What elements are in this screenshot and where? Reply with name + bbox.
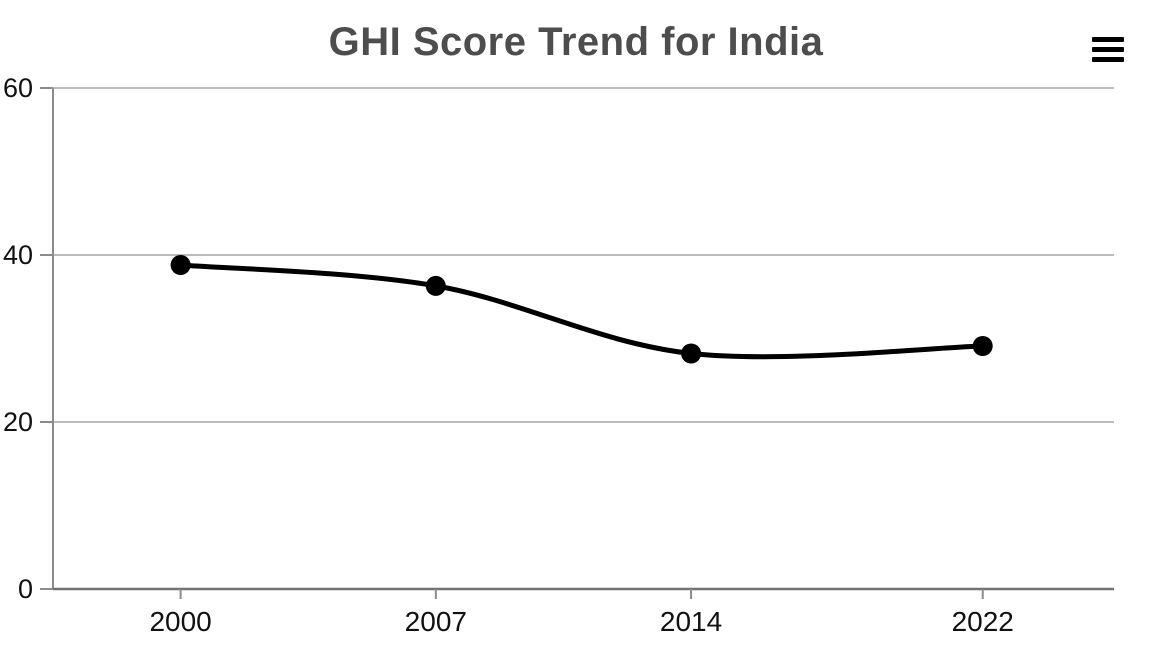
- x-tick-label: 2014: [660, 606, 722, 637]
- x-tick-label: 2000: [149, 606, 211, 637]
- data-point-marker[interactable]: [681, 343, 702, 364]
- y-tick-label: 20: [3, 407, 33, 437]
- data-point-marker[interactable]: [972, 336, 993, 356]
- data-point-marker[interactable]: [170, 255, 191, 275]
- y-tick-label: 40: [3, 240, 33, 270]
- hamburger-icon: [1092, 36, 1124, 62]
- data-point-marker[interactable]: [425, 275, 446, 296]
- chart-context-menu-button[interactable]: [1086, 28, 1130, 70]
- series-line: [178, 262, 986, 360]
- x-tick-label: 2022: [952, 606, 1014, 637]
- y-tick-label: 60: [3, 73, 33, 103]
- y-tick-label: 0: [18, 574, 33, 604]
- x-tick-label: 2007: [405, 606, 467, 637]
